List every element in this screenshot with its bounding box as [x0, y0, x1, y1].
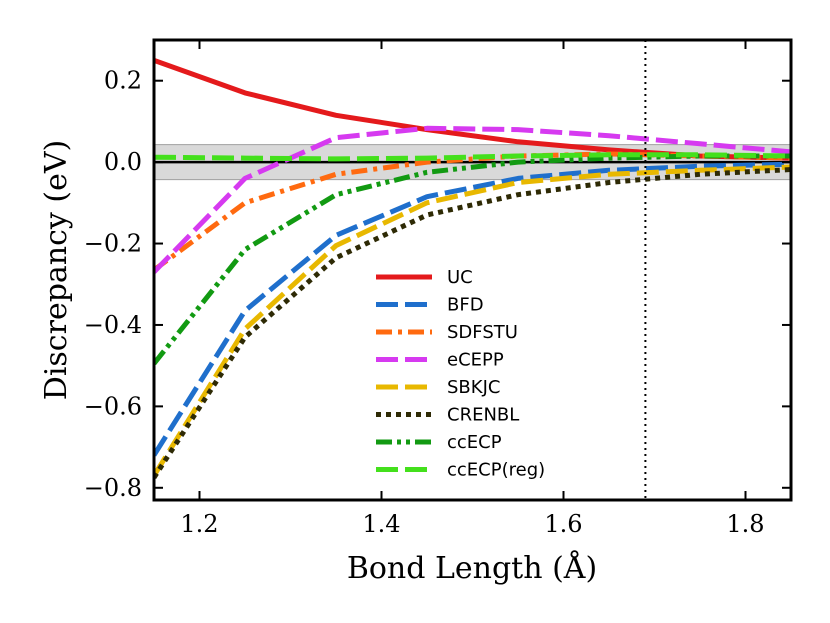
plot-frame [152, 38, 793, 502]
y-tick-label: −0.2 [84, 230, 142, 258]
legend-label: SBKJC [447, 377, 500, 398]
legend-label: eCEPP [447, 350, 504, 371]
series-line-ecepp [154, 125, 791, 274]
legend: UC BFD SDFSTU eCEPP SBKJC CRENBL ccECP ccECP(re… [376, 267, 545, 481]
x-tick-label: 1.6 [544, 510, 582, 538]
x-tick-label: 1.4 [362, 510, 400, 538]
y-axis-title: Discrepancy (eV) [39, 140, 74, 400]
y-tick-label: −0.6 [84, 392, 142, 420]
y-tick-label: 0.0 [104, 148, 142, 176]
legend-label: ccECP(reg) [447, 460, 545, 481]
legend-label: UC [447, 267, 473, 288]
series-line-ccecp-reg [154, 152, 791, 162]
y-tick-label: −0.8 [84, 474, 142, 502]
y-tick-label: −0.4 [84, 311, 142, 339]
legend-label: BFD [447, 295, 484, 316]
x-axis-title: Bond Length (Å) [347, 550, 597, 586]
series-line-bfd [154, 161, 791, 457]
legend-label: ccECP [447, 432, 502, 453]
x-tick-label: 1.8 [726, 510, 764, 538]
y-tick-label: 0.2 [104, 67, 142, 95]
legend-label: SDFSTU [447, 322, 518, 343]
legend-label: CRENBL [447, 405, 519, 426]
series-line-ccecp [154, 153, 791, 366]
x-tick-label: 1.2 [180, 510, 218, 538]
series-layer [154, 58, 791, 479]
series-line-sbkjc [154, 164, 791, 477]
tick-layer: 1.2 1.4 1.6 1.8 −0.8 −0.6 −0.4 −0.2 0.0 0.2 [84, 40, 791, 538]
